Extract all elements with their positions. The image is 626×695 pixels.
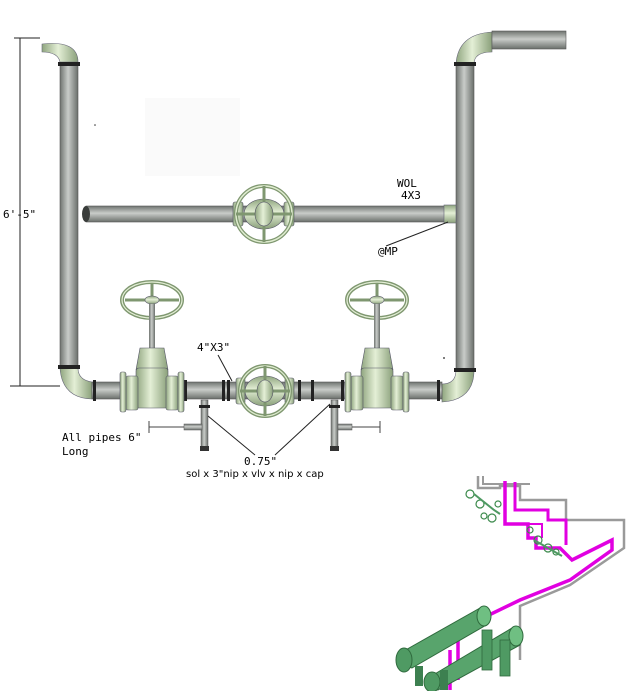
wol-label: WOL [397, 177, 417, 190]
background-patch [145, 98, 240, 176]
left-bottom-elbow [59, 367, 93, 400]
reducer-label: 4"X3" [197, 341, 230, 354]
left-gate-valve [119, 280, 185, 413]
assembly-label: sol x 3"nip x vlv x nip x cap [186, 469, 324, 480]
right-drain-branch [329, 399, 381, 451]
bypass-pipe [82, 184, 457, 244]
dimension-line [10, 37, 60, 387]
isometric-inset [395, 476, 626, 693]
left-drain-branch [148, 399, 210, 451]
center-globe-valve [235, 364, 295, 418]
pipes-length-label: All pipes 6" [62, 431, 141, 444]
right-top-pipe [491, 30, 567, 50]
bypass-valve [232, 184, 295, 244]
leader-lines [207, 221, 449, 456]
right-gate-valve [344, 280, 410, 413]
wol-size-label: 4X3 [401, 189, 421, 202]
right-top-elbow [455, 31, 493, 65]
iso-grey-pipe [476, 476, 626, 660]
dimension-label: 6'-5" [3, 208, 36, 221]
iso-heat-exchangers [395, 605, 524, 693]
weldolet [443, 204, 457, 224]
mp-label: @MP [378, 245, 398, 258]
right-bottom-elbow [441, 369, 475, 403]
iso-magenta-pipe [456, 481, 614, 680]
left-top-elbow [41, 43, 79, 63]
size-label: 0.75" [244, 455, 277, 468]
pipes-length-label-2: Long [62, 445, 89, 458]
